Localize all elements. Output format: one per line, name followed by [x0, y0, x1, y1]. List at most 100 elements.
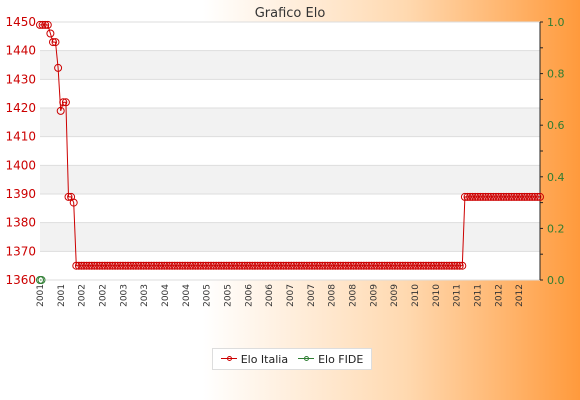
data-point-elo-italia	[196, 261, 205, 270]
data-point-elo-italia	[510, 192, 519, 201]
data-point-elo-italia	[460, 192, 469, 201]
data-point-elo-italia	[326, 261, 335, 270]
data-point-elo-italia	[77, 261, 86, 270]
y-right-tick-label: 0.0	[547, 274, 565, 287]
data-point-elo-italia	[51, 38, 60, 47]
data-point-elo-italia	[38, 20, 47, 29]
plot-bands	[40, 22, 540, 280]
data-point-elo-italia	[481, 192, 490, 201]
data-point-elo-italia	[175, 261, 184, 270]
data-point-elo-italia	[536, 192, 544, 201]
data-point-elo-italia	[186, 261, 195, 270]
data-point-elo-italia	[227, 261, 236, 270]
data-point-elo-italia	[90, 261, 99, 270]
data-point-elo-italia	[435, 261, 443, 270]
data-point-elo-italia	[129, 261, 138, 270]
data-point-elo-italia	[64, 192, 73, 201]
data-point-elo-italia	[440, 261, 449, 270]
data-point-elo-italia	[432, 261, 441, 270]
data-point-elo-italia	[494, 192, 503, 201]
plot-band	[40, 165, 540, 194]
data-point-elo-italia	[289, 261, 298, 270]
data-point-elo-italia	[131, 261, 140, 270]
data-point-elo-italia	[378, 261, 386, 270]
data-point-elo-italia	[155, 261, 164, 270]
data-point-elo-italia	[173, 261, 182, 270]
legend-item-elo-italia: Elo Italia	[220, 353, 288, 366]
data-point-elo-italia	[409, 261, 418, 270]
data-point-elo-italia	[95, 261, 104, 270]
data-point-elo-italia	[533, 192, 542, 201]
data-point-elo-italia	[357, 261, 366, 270]
data-point-elo-italia	[305, 261, 314, 270]
y-right-tick-label: 0.4	[547, 171, 565, 184]
series-points	[36, 20, 544, 284]
data-point-elo-italia	[80, 261, 88, 270]
data-point-elo-italia	[479, 192, 487, 201]
data-point-elo-italia	[323, 261, 332, 270]
data-point-elo-italia	[445, 261, 454, 270]
data-point-elo-italia	[217, 261, 226, 270]
y-left-tick-label: 1440	[5, 44, 36, 58]
y-right-tick-label: 0.6	[547, 119, 565, 132]
data-point-elo-italia	[181, 261, 190, 270]
y-right-tick-label: 0.2	[547, 222, 565, 235]
data-point-elo-italia	[341, 261, 350, 270]
y-left-tick-label: 1390	[5, 187, 36, 201]
data-point-elo-italia	[385, 261, 394, 270]
data-point-elo-italia	[194, 261, 202, 270]
x-tick-label: 2007	[307, 284, 317, 307]
data-point-elo-italia	[137, 261, 145, 270]
data-point-elo-italia	[365, 261, 373, 270]
data-point-elo-italia	[212, 261, 221, 270]
data-point-elo-italia	[333, 261, 342, 270]
data-point-elo-italia	[331, 261, 340, 270]
x-tick-label: 2003	[119, 284, 129, 307]
data-point-elo-italia	[406, 261, 415, 270]
y-right-tick-label: 1.0	[547, 16, 565, 29]
data-point-elo-italia	[372, 261, 381, 270]
data-point-elo-italia	[253, 261, 262, 270]
data-point-elo-italia	[46, 29, 55, 38]
data-point-elo-italia	[507, 192, 516, 201]
data-point-elo-italia	[240, 261, 249, 270]
x-tick-label: 2005	[224, 284, 234, 307]
data-point-elo-italia	[396, 261, 405, 270]
x-tick-label: 2004	[161, 284, 171, 307]
x-tick-label: 2010	[432, 284, 442, 307]
x-tick-label: 2006	[244, 284, 254, 307]
data-point-elo-italia	[116, 261, 125, 270]
data-point-elo-italia	[245, 261, 254, 270]
data-point-elo-italia	[74, 261, 83, 270]
data-point-elo-italia	[453, 261, 462, 270]
data-point-elo-italia	[87, 261, 96, 270]
data-point-elo-italia	[59, 98, 68, 107]
data-point-elo-italia	[235, 261, 244, 270]
data-point-elo-italia	[111, 261, 120, 270]
data-point-elo-italia	[499, 192, 508, 201]
data-point-elo-italia	[502, 192, 511, 201]
data-point-elo-italia	[199, 261, 208, 270]
x-tick-label: 2010	[411, 284, 421, 307]
chart-title: Grafico Elo	[255, 6, 326, 21]
data-point-elo-italia	[380, 261, 389, 270]
data-point-elo-italia	[232, 261, 241, 270]
data-point-elo-italia	[530, 192, 539, 201]
data-point-elo-italia	[282, 261, 291, 270]
data-point-elo-italia	[442, 261, 451, 270]
data-point-elo-italia	[139, 261, 148, 270]
data-point-elo-italia	[41, 20, 50, 29]
data-point-elo-italia	[512, 192, 521, 201]
data-point-elo-italia	[515, 192, 524, 201]
data-point-elo-italia	[328, 261, 337, 270]
data-point-elo-italia	[300, 261, 309, 270]
data-point-elo-italia	[207, 261, 215, 270]
data-point-elo-italia	[528, 192, 537, 201]
x-tick-label: 2011	[474, 284, 484, 307]
data-point-elo-italia	[256, 261, 265, 270]
data-point-elo-italia	[458, 261, 467, 270]
data-point-elo-italia	[36, 20, 44, 29]
data-point-elo-italia	[147, 261, 156, 270]
data-point-elo-italia	[152, 261, 161, 270]
data-point-elo-italia	[349, 261, 358, 270]
